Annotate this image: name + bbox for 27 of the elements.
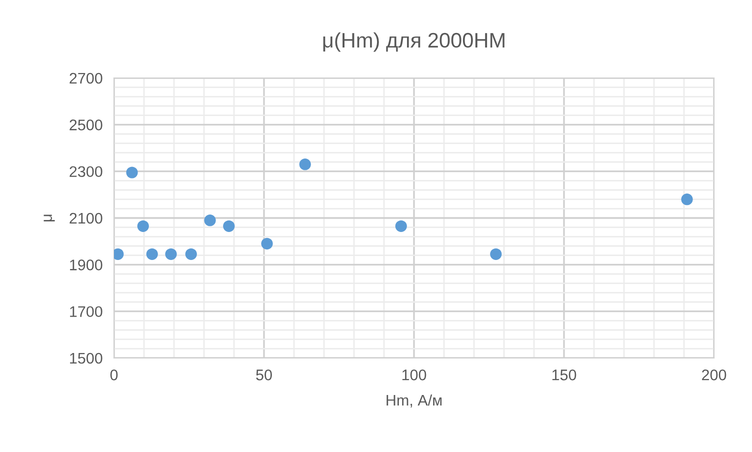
x-tick-label: 150: [552, 370, 576, 380]
y-tick-label: 2300: [70, 166, 102, 178]
point: [146, 248, 158, 260]
point: [165, 248, 177, 260]
x-tick-label: 0: [110, 370, 118, 380]
y-tick-label: 2700: [70, 72, 102, 84]
y-axis-title: μ: [44, 214, 55, 222]
point: [185, 248, 197, 260]
x-tick-label: 100: [402, 370, 426, 380]
x-tick-label: 50: [256, 370, 272, 380]
y-tick-label: 1900: [70, 260, 102, 270]
point: [681, 194, 693, 206]
point: [490, 248, 502, 260]
point: [223, 220, 235, 232]
y-tick-label: 2500: [70, 120, 102, 130]
x-tick-label: 200: [702, 370, 726, 380]
point: [395, 220, 407, 232]
point: [204, 214, 216, 226]
point: [137, 220, 149, 232]
chart-title: μ(Hm) для 2000НМ: [323, 32, 504, 52]
y-tick-label: 1500: [70, 352, 102, 364]
point: [126, 166, 138, 178]
x-axis-title: Hm, А/м: [386, 394, 442, 408]
y-tick-label: 2100: [70, 212, 102, 224]
point: [261, 238, 273, 250]
y-tick-label: 1700: [70, 306, 102, 318]
point: [299, 158, 311, 170]
